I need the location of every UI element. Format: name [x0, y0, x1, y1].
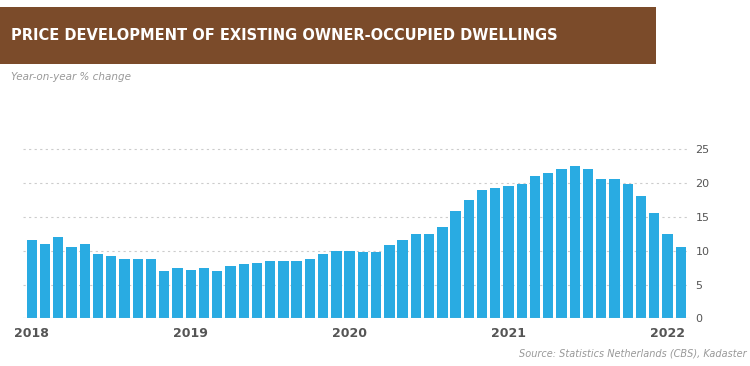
Bar: [583, 169, 593, 318]
Bar: [609, 179, 619, 318]
Bar: [318, 254, 328, 318]
Bar: [344, 251, 355, 318]
Bar: [451, 211, 460, 318]
Bar: [332, 251, 341, 318]
Bar: [278, 261, 289, 318]
Bar: [371, 252, 381, 318]
Bar: [464, 200, 474, 318]
Bar: [490, 188, 500, 318]
Bar: [238, 264, 249, 318]
Bar: [66, 247, 76, 318]
Bar: [503, 186, 514, 318]
Bar: [212, 271, 222, 318]
Bar: [384, 245, 394, 318]
Bar: [146, 259, 156, 318]
Bar: [530, 176, 540, 318]
Bar: [106, 256, 116, 318]
Bar: [304, 259, 315, 318]
Bar: [53, 237, 64, 318]
Bar: [265, 261, 275, 318]
Text: Source: Statistics Netherlands (CBS), Kadaster: Source: Statistics Netherlands (CBS), Ka…: [519, 349, 746, 359]
Bar: [199, 268, 209, 318]
Bar: [543, 173, 554, 318]
Bar: [556, 169, 567, 318]
Bar: [676, 247, 686, 318]
Bar: [185, 270, 196, 318]
Bar: [437, 227, 448, 318]
Bar: [292, 261, 302, 318]
Bar: [119, 259, 130, 318]
Bar: [133, 259, 143, 318]
Bar: [398, 240, 408, 318]
Bar: [93, 254, 104, 318]
Bar: [649, 213, 659, 318]
Bar: [424, 234, 434, 318]
Bar: [40, 244, 50, 318]
Bar: [477, 190, 488, 318]
Bar: [636, 197, 646, 318]
Bar: [622, 184, 633, 318]
Bar: [662, 234, 673, 318]
Bar: [517, 184, 527, 318]
Bar: [80, 244, 90, 318]
Text: Year-on-year % change: Year-on-year % change: [11, 72, 131, 82]
Bar: [411, 234, 421, 318]
Bar: [172, 268, 182, 318]
Bar: [252, 263, 262, 318]
Bar: [358, 252, 368, 318]
Bar: [26, 240, 37, 318]
Bar: [225, 266, 236, 318]
Bar: [569, 166, 580, 318]
Text: PRICE DEVELOPMENT OF EXISTING OWNER-OCCUPIED DWELLINGS: PRICE DEVELOPMENT OF EXISTING OWNER-OCCU…: [11, 28, 558, 43]
Bar: [159, 271, 170, 318]
Bar: [596, 179, 607, 318]
